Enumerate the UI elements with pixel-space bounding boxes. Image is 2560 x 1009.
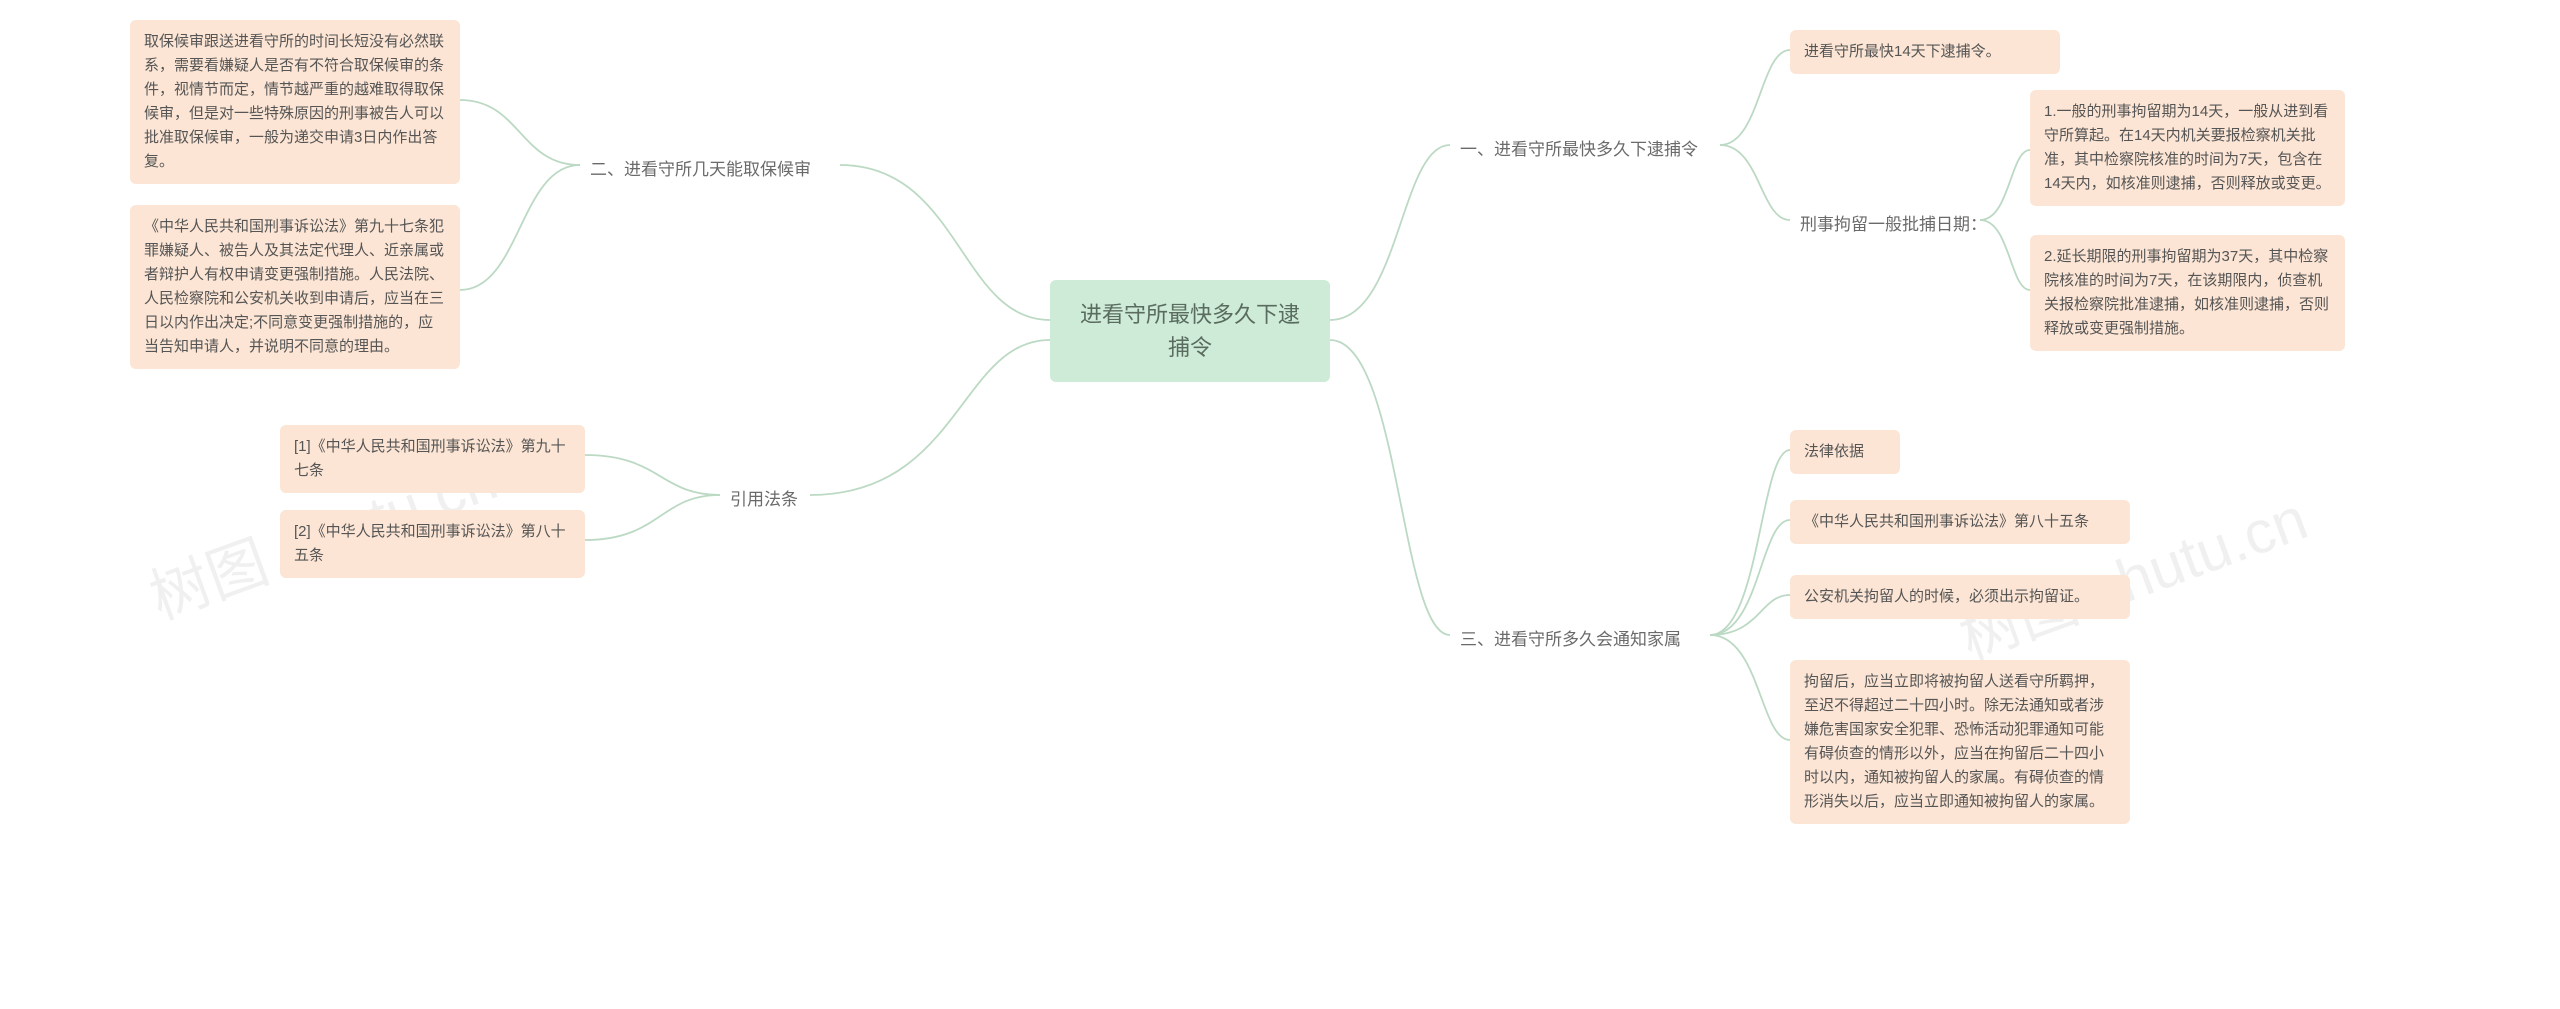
branch-r1[interactable]: 一、进看守所最快多久下逮捕令 xyxy=(1450,130,1708,169)
branch-r3[interactable]: 三、进看守所多久会通知家属 xyxy=(1450,620,1691,659)
leaf-r1-sub-1[interactable]: 1.一般的刑事拘留期为14天，一般从进到看守所算起。在14天内机关要报检察机关批… xyxy=(2030,90,2345,206)
leaf-r3-4[interactable]: 拘留后，应当立即将被拘留人送看守所羁押，至迟不得超过二十四小时。除无法通知或者涉… xyxy=(1790,660,2130,824)
leaf-r1-sub-2[interactable]: 2.延长期限的刑事拘留期为37天，其中检察院核准的时间为7天，在该期限内，侦查机… xyxy=(2030,235,2345,351)
branch-l-cit[interactable]: 引用法条 xyxy=(720,480,808,519)
root-node[interactable]: 进看守所最快多久下逮捕令 xyxy=(1050,280,1330,382)
leaf-lcit-2[interactable]: [2]《中华人民共和国刑事诉讼法》第八十五条 xyxy=(280,510,585,578)
leaf-r3-3[interactable]: 公安机关拘留人的时候，必须出示拘留证。 xyxy=(1790,575,2130,619)
leaf-l2-2[interactable]: 《中华人民共和国刑事诉讼法》第九十七条犯罪嫌疑人、被告人及其法定代理人、近亲属或… xyxy=(130,205,460,369)
leaf-l2-1[interactable]: 取保候审跟送进看守所的时间长短没有必然联系，需要看嫌疑人是否有不符合取保候审的条… xyxy=(130,20,460,184)
leaf-r3-1[interactable]: 法律依据 xyxy=(1790,430,1900,474)
leaf-r3-2[interactable]: 《中华人民共和国刑事诉讼法》第八十五条 xyxy=(1790,500,2130,544)
branch-l2[interactable]: 二、进看守所几天能取保候审 xyxy=(580,150,821,189)
leaf-r1-1[interactable]: 进看守所最快14天下逮捕令。 xyxy=(1790,30,2060,74)
leaf-lcit-1[interactable]: [1]《中华人民共和国刑事诉讼法》第九十七条 xyxy=(280,425,585,493)
branch-r1-sub[interactable]: 刑事拘留一般批捕日期： xyxy=(1790,205,1997,244)
